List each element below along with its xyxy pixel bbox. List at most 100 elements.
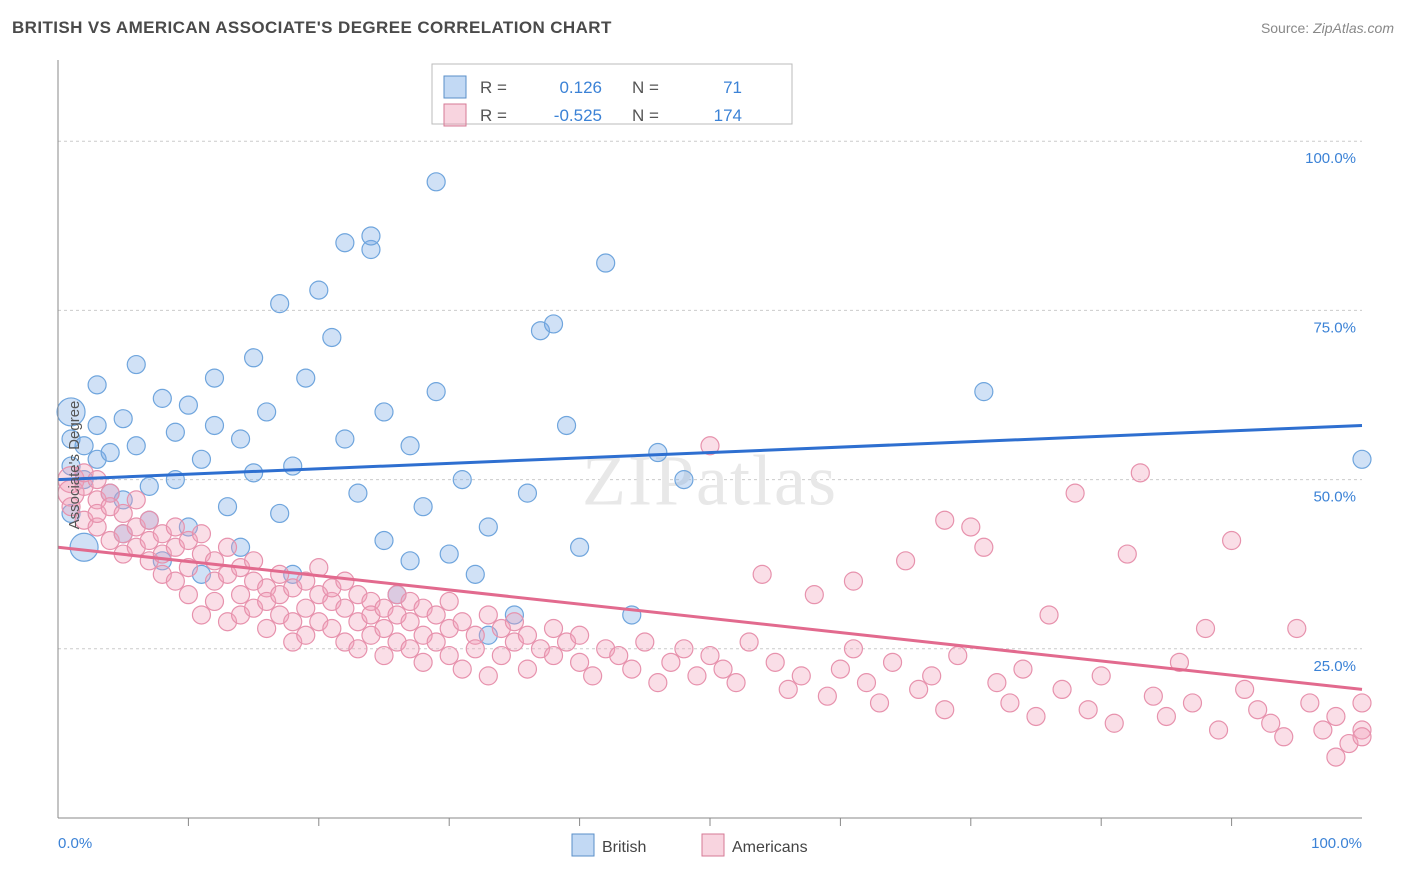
data-point [284, 613, 302, 631]
data-point [649, 444, 667, 462]
data-point [297, 369, 315, 387]
data-point [571, 538, 589, 556]
data-point [623, 660, 641, 678]
legend-n-value: 174 [714, 106, 742, 125]
data-point [440, 592, 458, 610]
data-point [1131, 464, 1149, 482]
data-point [714, 660, 732, 678]
data-point [518, 484, 536, 502]
data-point [232, 586, 250, 604]
data-point [414, 653, 432, 671]
data-point [897, 552, 915, 570]
data-point [427, 606, 445, 624]
data-point [453, 471, 471, 489]
data-point [310, 281, 328, 299]
data-point [701, 647, 719, 665]
data-point [884, 653, 902, 671]
data-point [414, 498, 432, 516]
data-point [205, 369, 223, 387]
data-point [70, 533, 98, 561]
legend-r-value: -0.525 [554, 106, 602, 125]
data-point [336, 234, 354, 252]
data-point [349, 484, 367, 502]
data-point [127, 437, 145, 455]
data-point [1275, 728, 1293, 746]
data-point [871, 694, 889, 712]
data-point [114, 504, 132, 522]
data-point [1014, 660, 1032, 678]
x-tick-label: 100.0% [1311, 835, 1362, 852]
data-point [779, 680, 797, 698]
data-point [179, 586, 197, 604]
data-point [362, 227, 380, 245]
source-attribution: Source: ZipAtlas.com [1261, 20, 1394, 36]
data-point [675, 640, 693, 658]
data-point [1288, 620, 1306, 638]
data-point [336, 599, 354, 617]
data-point [323, 328, 341, 346]
data-point [662, 653, 680, 671]
data-point [740, 633, 758, 651]
legend-r-label: R = [480, 106, 507, 125]
data-point [975, 538, 993, 556]
data-point [336, 572, 354, 590]
data-point [1144, 687, 1162, 705]
data-point [1314, 721, 1332, 739]
data-point [818, 687, 836, 705]
data-point [545, 647, 563, 665]
data-point [101, 444, 119, 462]
data-point [166, 518, 184, 536]
data-point [297, 599, 315, 617]
data-point [401, 552, 419, 570]
data-point [492, 647, 510, 665]
data-point [114, 410, 132, 428]
data-point [336, 430, 354, 448]
data-point [505, 613, 523, 631]
data-point [153, 389, 171, 407]
data-point [192, 606, 210, 624]
data-point [1040, 606, 1058, 624]
data-point [375, 620, 393, 638]
data-point [1118, 545, 1136, 563]
legend-r-value: 0.126 [559, 78, 602, 97]
source-label: Source: [1261, 20, 1313, 36]
data-point [205, 552, 223, 570]
data-point [766, 653, 784, 671]
legend-r-label: R = [480, 78, 507, 97]
data-point [910, 680, 928, 698]
correlation-scatter-chart: ZIPatlas25.0%50.0%75.0%100.0%0.0%100.0%R… [12, 50, 1394, 880]
data-point [192, 525, 210, 543]
data-point [988, 674, 1006, 692]
data-point [140, 511, 158, 529]
data-point [466, 640, 484, 658]
data-point [571, 653, 589, 671]
data-point [479, 606, 497, 624]
data-point [166, 423, 184, 441]
data-point [1223, 532, 1241, 550]
data-point [844, 572, 862, 590]
data-point [1105, 714, 1123, 732]
data-point [401, 613, 419, 631]
data-point [923, 667, 941, 685]
data-point [792, 667, 810, 685]
y-tick-label: 75.0% [1313, 319, 1356, 336]
data-point [375, 647, 393, 665]
data-point [688, 667, 706, 685]
data-point [205, 592, 223, 610]
data-point [962, 518, 980, 536]
data-point [610, 647, 628, 665]
trend-line [58, 547, 1362, 689]
data-point [584, 667, 602, 685]
data-point [545, 620, 563, 638]
legend-swatch [444, 104, 466, 126]
data-point [545, 315, 563, 333]
data-point [1027, 707, 1045, 725]
data-point [753, 565, 771, 583]
data-point [1353, 694, 1371, 712]
data-point [936, 701, 954, 719]
data-point [427, 173, 445, 191]
data-point [857, 674, 875, 692]
data-point [1157, 707, 1175, 725]
data-point [1236, 680, 1254, 698]
data-point [1353, 728, 1371, 746]
